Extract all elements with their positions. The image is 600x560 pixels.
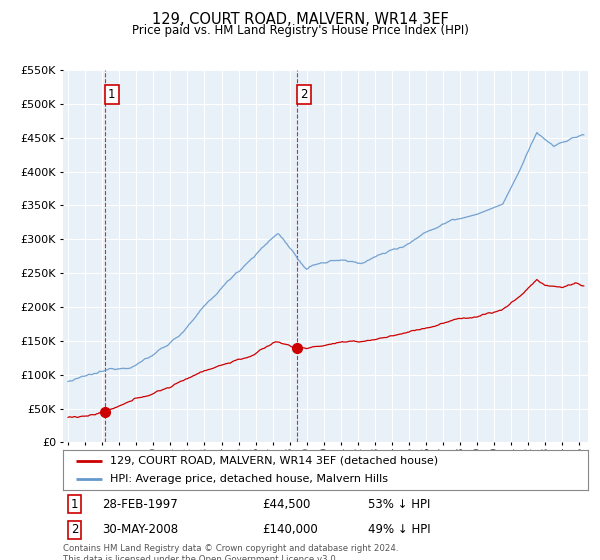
- Text: 2: 2: [71, 523, 78, 536]
- Text: 2: 2: [300, 88, 308, 101]
- Text: £44,500: £44,500: [263, 498, 311, 511]
- Text: Price paid vs. HM Land Registry's House Price Index (HPI): Price paid vs. HM Land Registry's House …: [131, 24, 469, 37]
- Text: 28-FEB-1997: 28-FEB-1997: [103, 498, 178, 511]
- Text: 30-MAY-2008: 30-MAY-2008: [103, 523, 179, 536]
- Text: HPI: Average price, detached house, Malvern Hills: HPI: Average price, detached house, Malv…: [110, 474, 388, 484]
- Text: £140,000: £140,000: [263, 523, 318, 536]
- Text: 129, COURT ROAD, MALVERN, WR14 3EF: 129, COURT ROAD, MALVERN, WR14 3EF: [152, 12, 448, 27]
- Text: 1: 1: [108, 88, 116, 101]
- Text: Contains HM Land Registry data © Crown copyright and database right 2024.
This d: Contains HM Land Registry data © Crown c…: [63, 544, 398, 560]
- Text: 1: 1: [71, 498, 78, 511]
- Text: 129, COURT ROAD, MALVERN, WR14 3EF (detached house): 129, COURT ROAD, MALVERN, WR14 3EF (deta…: [110, 456, 439, 465]
- Text: 49% ↓ HPI: 49% ↓ HPI: [367, 523, 430, 536]
- Text: 53% ↓ HPI: 53% ↓ HPI: [367, 498, 430, 511]
